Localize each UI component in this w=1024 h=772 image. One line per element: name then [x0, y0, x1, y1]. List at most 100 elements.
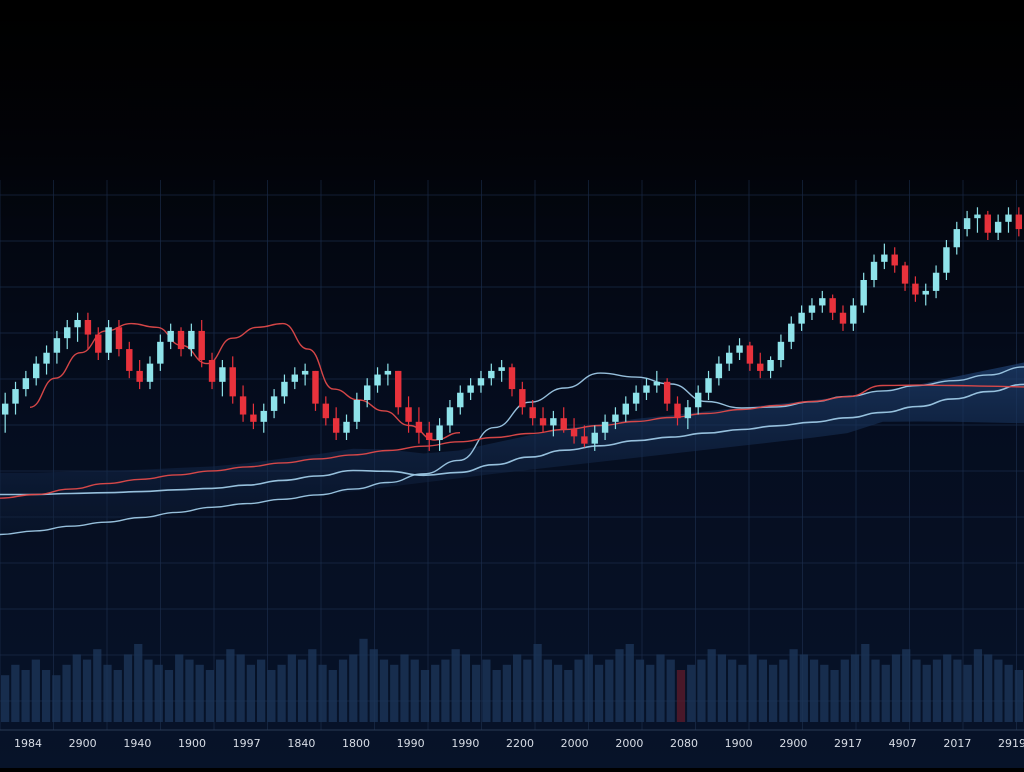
- candle-up: [105, 320, 112, 360]
- candle-body: [477, 378, 485, 386]
- volume-bar: [441, 659, 450, 722]
- candle-body: [105, 327, 112, 353]
- candle-body: [291, 374, 298, 382]
- candle-up: [446, 400, 454, 433]
- volume-bar: [789, 649, 798, 722]
- candle-down: [332, 407, 340, 440]
- candle-body: [208, 360, 216, 382]
- candle-body: [32, 363, 40, 379]
- volume-bar: [318, 664, 327, 722]
- candle-body: [767, 360, 774, 371]
- candle-down: [519, 381, 526, 415]
- volume-bar: [963, 664, 972, 722]
- candle-body: [177, 330, 185, 350]
- candle-up: [457, 385, 464, 415]
- volume-bar: [103, 664, 112, 722]
- volume-bar: [164, 670, 174, 722]
- candle-up: [870, 254, 878, 288]
- volume-bar: [328, 670, 337, 722]
- volume-bar: [717, 654, 727, 722]
- candle-up: [498, 360, 505, 382]
- candle-body: [591, 432, 598, 444]
- volume-bar: [707, 649, 716, 722]
- x-tick-label: 1900: [178, 737, 206, 750]
- candle-body: [332, 418, 340, 433]
- candle-up: [684, 400, 692, 430]
- candle-down: [312, 370, 319, 411]
- candle-down: [674, 396, 681, 426]
- candle-body: [260, 410, 267, 422]
- x-tick-label: 1984: [14, 737, 42, 750]
- candle-body: [932, 272, 940, 291]
- volume-bar: [881, 664, 890, 722]
- volume-bar: [574, 659, 583, 722]
- candle-body: [281, 381, 288, 397]
- candle-down: [829, 294, 836, 320]
- candle-body: [881, 254, 888, 262]
- indicator-lines: [0, 322, 1024, 536]
- candle-up: [281, 374, 288, 404]
- volume-bar: [553, 664, 563, 722]
- volume-bar: [820, 664, 829, 722]
- volume-bar: [277, 664, 286, 722]
- volume-bar: [758, 659, 767, 722]
- volume-bar: [41, 670, 51, 722]
- x-tick-label: 1840: [287, 737, 315, 750]
- volume-bar: [533, 644, 542, 722]
- volume-bar: [994, 659, 1003, 722]
- candle-up: [157, 334, 164, 371]
- x-axis: 1984 2900 1940 1900 1997 1840 1800 1990 1990 2200…: [0, 729, 1024, 750]
- candle-body: [270, 396, 278, 411]
- candle-body: [519, 389, 526, 408]
- candle-body: [95, 334, 102, 353]
- volume-bar: [973, 649, 983, 722]
- candle-body: [374, 374, 381, 386]
- volume-bar: [953, 659, 962, 722]
- candle-body: [850, 305, 857, 324]
- candle-body: [736, 345, 743, 353]
- candle-body: [198, 330, 205, 360]
- candle-up: [1, 392, 9, 433]
- volume-bar: [492, 670, 501, 722]
- volume-bar: [728, 659, 737, 722]
- candle-up: [643, 378, 650, 400]
- volume-bar: [431, 664, 440, 722]
- candle-body: [84, 320, 92, 335]
- volume-bar: [738, 664, 747, 722]
- volume-bar: [390, 664, 399, 722]
- volume-bar: [216, 659, 225, 722]
- candle-body: [529, 407, 536, 419]
- candle-up: [550, 410, 557, 437]
- volume-bar: [134, 644, 143, 722]
- candle-body: [622, 403, 629, 415]
- candle-body: [157, 341, 164, 364]
- candle-body: [601, 421, 609, 433]
- candle-down: [539, 407, 547, 433]
- volume-bar: [287, 654, 296, 722]
- candle-down: [508, 363, 516, 397]
- candle-body: [188, 330, 195, 350]
- candle-body: [53, 338, 61, 353]
- candle-body: [901, 265, 909, 284]
- candle-body: [405, 407, 412, 422]
- candle-body: [788, 323, 795, 342]
- volume-bar: [420, 670, 430, 722]
- volume-bar: [72, 654, 81, 722]
- candle-body: [674, 403, 681, 419]
- candle-body: [322, 403, 330, 419]
- volume-bar: [308, 649, 317, 722]
- candle-body: [446, 407, 454, 426]
- candle-down: [229, 356, 236, 404]
- volume-bar: [769, 664, 778, 722]
- candle-down: [757, 352, 764, 379]
- volume-bar: [635, 659, 645, 722]
- candle-body: [488, 370, 495, 379]
- x-tick-label: 1900: [725, 737, 753, 750]
- volume-bar: [840, 659, 849, 722]
- candle-body: [860, 280, 867, 306]
- x-tick-label: 4907: [889, 737, 917, 750]
- volume-bar: [226, 649, 235, 722]
- candle-up: [32, 356, 40, 386]
- candle-down: [208, 352, 216, 390]
